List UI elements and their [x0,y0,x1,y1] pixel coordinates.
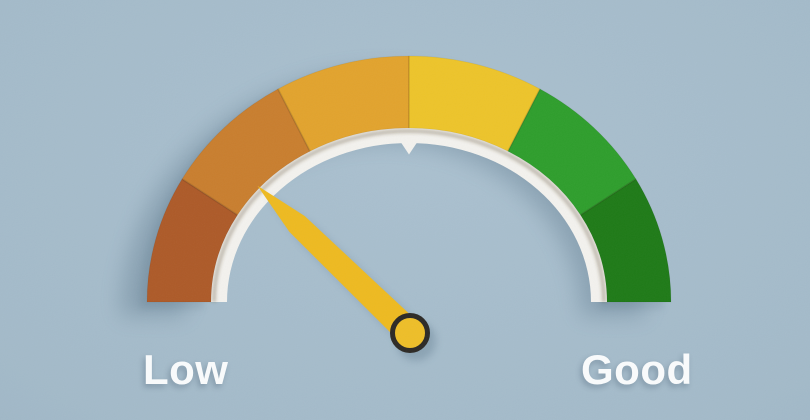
gauge-label-good: Good [581,346,693,393]
gauge-label-low: Low [143,346,229,393]
